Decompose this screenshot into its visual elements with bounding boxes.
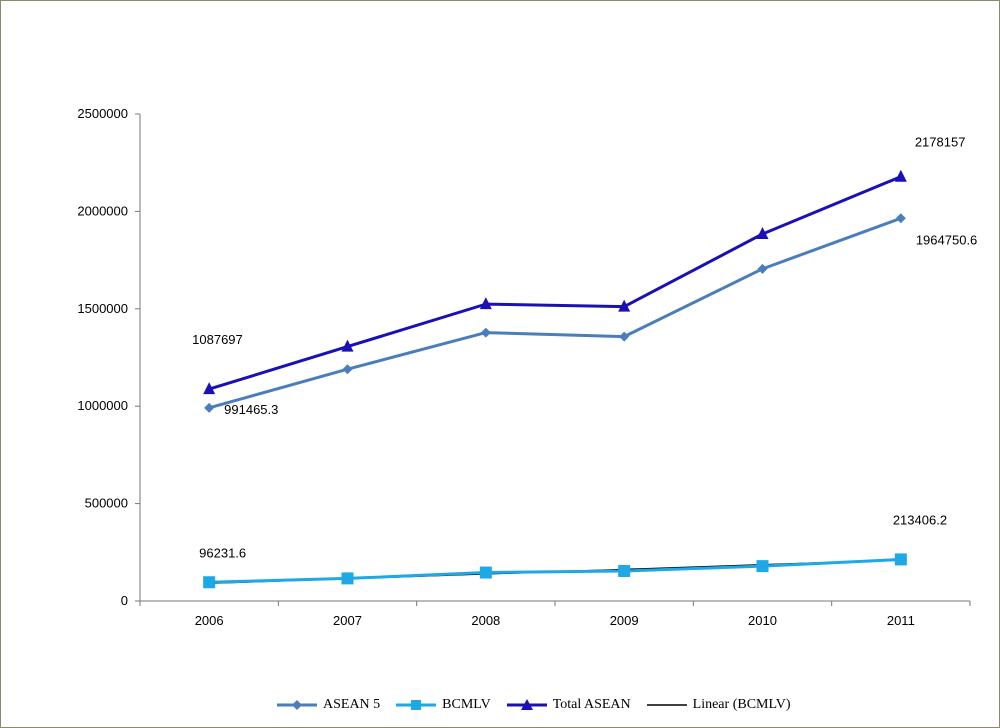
x-tick-label: 2006 xyxy=(195,613,224,628)
point-bcmlv xyxy=(341,572,354,585)
data-label: 991465.3 xyxy=(224,402,278,417)
point-asean5 xyxy=(204,402,215,413)
legend-label-asean5: ASEAN 5 xyxy=(323,697,381,712)
data-label: 2178157 xyxy=(915,135,966,150)
y-tick-label: 1500000 xyxy=(77,301,128,316)
point-bcmlv xyxy=(479,566,492,579)
legend-label-linear-bcmlv: Linear (BCMLV) xyxy=(692,697,791,712)
point-total-asean xyxy=(203,382,216,395)
x-tick-label: 2007 xyxy=(333,613,362,628)
legend-swatch-linear-bcmlv xyxy=(646,704,687,706)
legend-label-bcmlv: BCMLV xyxy=(442,697,491,712)
series-line-asean-5 xyxy=(208,216,902,410)
legend-label-total-asean: Total ASEAN xyxy=(552,697,631,712)
point-bcmlv xyxy=(203,576,216,589)
point-asean5 xyxy=(619,331,630,342)
point-asean5 xyxy=(480,327,491,338)
x-tick-label: 2009 xyxy=(610,613,639,628)
y-tick-label: 2500000 xyxy=(77,106,128,121)
point-total-asean xyxy=(618,299,631,312)
legend-swatch-asean5 xyxy=(277,700,317,710)
legend: ASEAN 5 BCMLV Total ASEAN Linear (BCMLV) xyxy=(275,694,805,716)
x-tick-label: 2010 xyxy=(748,613,777,628)
point-asean5 xyxy=(757,263,768,274)
line-chart: 0 500000 1000000 1500000 2000000 2500000 2006 2… xyxy=(77,106,977,628)
data-label: 1087697 xyxy=(192,332,243,347)
point-total-asean xyxy=(341,339,354,352)
series-line-total-asean xyxy=(208,175,902,391)
series-line-bcmlv xyxy=(209,557,901,584)
legend-item-bcmlv: BCMLV xyxy=(394,697,491,713)
y-tick-label: 0 xyxy=(121,593,128,608)
point-total-asean xyxy=(479,297,492,310)
y-tick-label: 1000000 xyxy=(77,398,128,413)
legend-item-total-asean: Total ASEAN xyxy=(505,697,631,713)
data-label: 213406.2 xyxy=(893,512,947,527)
y-tick-label: 500000 xyxy=(85,496,128,511)
legend-swatch-bcmlv xyxy=(396,700,437,710)
y-tick-label: 2000000 xyxy=(77,203,128,218)
point-asean5 xyxy=(895,213,906,224)
point-total-asean xyxy=(894,169,907,182)
data-label: 1964750.6 xyxy=(916,232,977,247)
point-total-asean xyxy=(756,226,769,239)
point-asean5 xyxy=(342,364,353,375)
data-label: 96231.6 xyxy=(199,545,246,560)
legend-item-linear-bcmlv: Linear (BCMLV) xyxy=(645,697,791,713)
x-tick-label: 2008 xyxy=(471,613,500,628)
legend-item-asean5: ASEAN 5 xyxy=(275,697,380,713)
legend-swatch-total-asean xyxy=(506,699,547,710)
point-bcmlv xyxy=(756,560,769,573)
point-bcmlv xyxy=(618,565,631,578)
x-tick-label: 2011 xyxy=(887,613,915,628)
point-bcmlv xyxy=(894,553,907,566)
